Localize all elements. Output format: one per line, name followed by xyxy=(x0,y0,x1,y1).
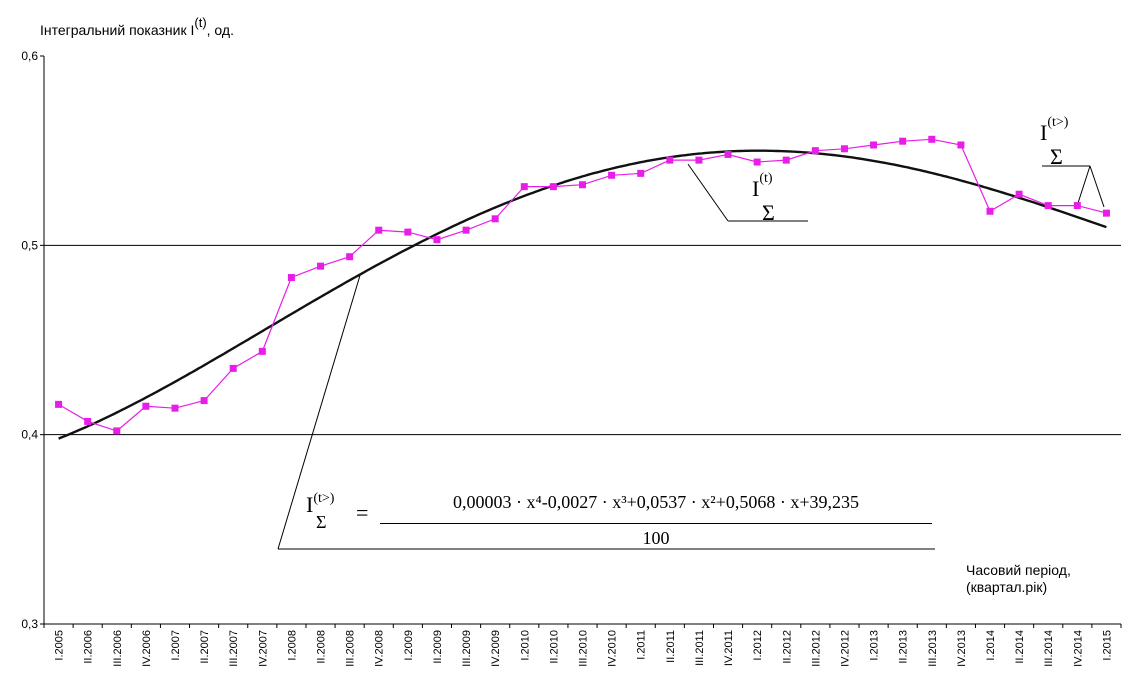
data-point xyxy=(666,156,674,164)
data-point xyxy=(1102,209,1110,217)
formula-fraction-bar xyxy=(380,523,932,524)
x-tick-label: III.2009 xyxy=(461,630,473,667)
trend-series-label: I(t>) Σ xyxy=(1040,115,1069,169)
x-tick-label: II.2010 xyxy=(548,630,560,664)
data-point xyxy=(724,150,732,158)
data-point xyxy=(782,156,790,164)
actual-label-leader xyxy=(687,163,729,222)
trend-label-leader-a xyxy=(1077,165,1091,204)
y-tick-label: 0,3 xyxy=(21,617,38,631)
x-tick-label: IV.2006 xyxy=(141,630,153,667)
x-tick-label: I.2011 xyxy=(636,630,648,660)
data-point xyxy=(404,228,412,236)
x-tick-label: II.2006 xyxy=(83,630,95,664)
data-point xyxy=(491,215,499,223)
trend-label-leader-b xyxy=(1089,165,1105,208)
data-point xyxy=(113,427,121,435)
data-point xyxy=(608,171,616,179)
x-tick-label: IV.2013 xyxy=(956,630,968,667)
data-point xyxy=(957,141,965,149)
x-tick-label: IV.2009 xyxy=(490,630,502,667)
x-axis-title-line1: Часовий період, xyxy=(966,562,1071,578)
x-tick-label: II.2012 xyxy=(781,630,793,664)
data-point xyxy=(84,417,92,425)
x-tick-label: II.2011 xyxy=(665,630,677,663)
x-tick-label: I.2013 xyxy=(869,630,881,661)
x-tick-label: III.2006 xyxy=(112,630,124,667)
data-point xyxy=(899,137,907,145)
y-axis-title: Інтегральний показник I(t), од. xyxy=(40,15,234,38)
data-point xyxy=(840,145,848,153)
x-axis-title-line2: (квартал.рік) xyxy=(966,579,1048,595)
data-point xyxy=(520,183,528,191)
actual-series-label: I(t) Σ xyxy=(752,171,775,225)
x-tick-label: IV.2012 xyxy=(839,630,851,667)
x-tick-label: II.2008 xyxy=(316,630,328,664)
x-tick-label: IV.2011 xyxy=(723,630,735,666)
y-tick-label: 0,5 xyxy=(21,238,38,252)
data-point xyxy=(1044,202,1052,210)
data-point xyxy=(549,183,557,191)
y-tick-label: 0,4 xyxy=(21,428,38,442)
data-point xyxy=(346,253,354,261)
x-tick-label: III.2014 xyxy=(1043,630,1055,667)
x-tick-label: IV.2010 xyxy=(607,630,619,667)
data-point xyxy=(1015,190,1023,198)
data-point xyxy=(200,397,208,405)
data-point xyxy=(258,347,266,355)
x-tick-label: I.2010 xyxy=(519,630,531,661)
x-tick-label: I.2007 xyxy=(170,630,182,661)
data-point xyxy=(317,262,325,270)
x-tick-label: III.2010 xyxy=(578,630,590,667)
data-point xyxy=(811,147,819,155)
formula-leader xyxy=(277,275,361,550)
data-point xyxy=(986,207,994,215)
data-point xyxy=(579,181,586,189)
data-point xyxy=(753,158,761,166)
x-tick-label: III.2013 xyxy=(927,630,939,667)
data-point xyxy=(637,169,645,177)
x-tick-label: I.2012 xyxy=(752,630,764,661)
data-point xyxy=(870,141,878,149)
x-tick-label: I.2009 xyxy=(403,630,415,661)
data-point xyxy=(142,402,150,410)
x-tick-label: III.2012 xyxy=(810,630,822,667)
x-tick-label: IV.2008 xyxy=(374,630,386,667)
formula-numerator: 0,00003 · x⁴-0,0027 · x³+0,0537 · x²+0,5… xyxy=(453,492,859,512)
data-point xyxy=(1073,202,1081,210)
data-point xyxy=(55,400,63,408)
x-tick-label: I.2014 xyxy=(985,630,997,661)
x-tick-label: I.2005 xyxy=(54,630,66,661)
x-tick-label: II.2009 xyxy=(432,630,444,664)
y-tick-label: 0,6 xyxy=(21,49,38,63)
data-point xyxy=(171,404,179,412)
x-tick-label: II.2014 xyxy=(1014,630,1026,664)
formula-equals: = xyxy=(356,500,369,525)
x-tick-label: IV.2014 xyxy=(1072,630,1084,667)
x-tick-label: III.2008 xyxy=(345,630,357,667)
data-point xyxy=(287,274,295,282)
data-point xyxy=(375,226,383,234)
x-tick-label: II.2007 xyxy=(199,630,211,664)
x-tick-label: I.2008 xyxy=(286,630,298,661)
formula-denominator: 100 xyxy=(642,528,670,548)
x-tick-label: II.2013 xyxy=(898,630,910,664)
data-point xyxy=(433,236,441,244)
data-point xyxy=(928,135,936,143)
x-axis-title: Часовий період, (квартал.рік) xyxy=(966,562,1071,596)
data-point xyxy=(462,226,470,234)
trend-line xyxy=(58,149,1107,440)
trend-formula: I(t>) Σ = xyxy=(306,491,369,532)
x-tick-label: III.2011 xyxy=(694,630,706,666)
x-tick-label: I.2015 xyxy=(1101,630,1113,661)
data-point xyxy=(695,156,703,164)
data-point xyxy=(229,364,237,372)
x-tick-label: IV.2007 xyxy=(257,630,269,667)
x-tick-label: III.2007 xyxy=(228,630,240,667)
